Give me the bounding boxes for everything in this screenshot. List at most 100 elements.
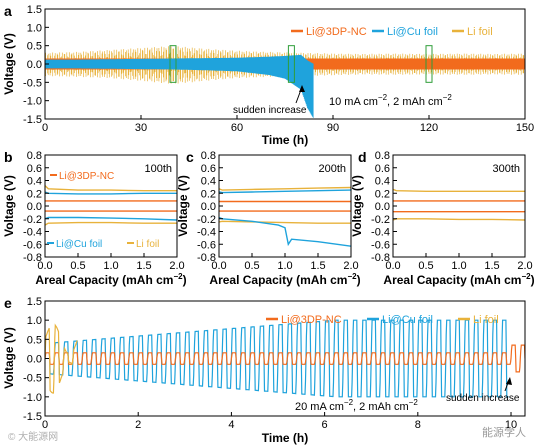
panel-a-condition: 10 mA cm−2, 2 mAh cm−2 [329,93,452,108]
panel-b-ylabel: Voltage (V) [2,175,16,237]
x-tick-label: 0 [42,122,48,134]
y-tick-label: -0.4 [23,227,42,239]
x-tick-label: 2.0 [169,260,184,272]
y-tick-label: 1.5 [27,4,42,16]
series-li-foil [45,185,177,192]
legend-b-li3dp-label: Li@3DP-NC [59,171,114,182]
panel-c-cycle: 200th [318,163,346,175]
panel-a: a 0 30 60 90 120 150-1.5-1.0-0.50.00.51.01.5 … [2,3,534,147]
y-tick-label: 0.6 [201,163,216,175]
y-tick-label: -0.8 [23,252,42,264]
series-li-cu-foil [49,319,509,398]
y-tick-label: 0.6 [27,163,42,175]
panel-d-cycle: 300th [492,163,520,175]
panel-b: b 0.0 0.5 1.0 1.5 2.0-0.8-0.6-0.4-0.20.00.20… [2,149,187,287]
series-li-cu-foil [219,216,351,247]
panel-a-ticks: 0 30 60 90 120 150 -1.5 -1.0 -0.5 0.0 0.5 1.0 1.5 [23,4,534,134]
y-tick-label: 0.8 [27,150,42,162]
y-tick-label: 0.0 [27,201,42,213]
y-tick-label: -0.5 [23,77,42,89]
legend-e-li-label: Li foil [473,314,499,326]
highlight-box [425,45,433,83]
y-tick-label: 0.0 [27,59,42,71]
x-tick-label: 1.0 [277,260,292,272]
x-tick-label: 1.5 [136,260,151,272]
panel-letter-c: c [186,149,194,165]
panel-c-xlabel: Areal Capacity (mAh cm−2) [209,272,360,287]
x-tick-label: 8 [415,419,421,431]
y-tick-label: 0.0 [375,201,390,213]
panel-a-data [45,45,525,118]
y-tick-label: -0.2 [371,214,390,226]
x-tick-label: 1.0 [103,260,118,272]
panel-e: e 0 2 4 6 8 10 -1.5 -1.0 -0.5 0.0 0.5 1.0 1.5 Voltag… [2,295,526,445]
panel-c-ylabel: Voltage (V) [176,175,190,237]
y-tick-label: 0.2 [375,188,390,200]
y-tick-label: 0.4 [201,176,216,188]
panel-d-xlabel: Areal Capacity (mAh cm−2) [383,272,534,287]
x-tick-label: 1.0 [451,260,466,272]
panel-c: c 0.0 0.5 1.0 1.5 2.0-0.8-0.6-0.4-0.20.00.20… [176,149,361,287]
panel-a-arrowhead [299,85,305,92]
panel-c-data [219,186,351,247]
legend-e-licu-label: Li@Cu foil [382,314,433,326]
x-tick-label: 6 [322,419,328,431]
x-tick-label: 1.5 [484,260,499,272]
y-tick-label: 0.0 [201,201,216,213]
y-tick-label: -1.5 [23,411,42,423]
series-li-foil [393,218,525,221]
y-tick-label: 1.0 [27,315,42,327]
x-tick-label: 2.0 [343,260,358,272]
panel-d-ticks: 0.0 0.5 1.0 1.5 2.0-0.8-0.6-0.4-0.20.00.20.4… [371,150,533,272]
x-tick-label: 120 [420,122,438,134]
y-tick-label: -0.8 [371,252,390,264]
legend-b-li-label: Li foil [136,239,159,250]
series-li-foil [219,186,351,191]
x-tick-label: 0.5 [70,260,85,272]
panel-e-ylabel: Voltage (V) [2,327,16,389]
highlight-box [169,45,177,83]
legend-a-licu-label: Li@Cu foil [387,26,438,38]
y-tick-label: -0.5 [23,373,42,385]
x-tick-label: 2 [135,419,141,431]
x-tick-label: 0.5 [244,260,259,272]
highlight-box [287,45,295,83]
y-tick-label: 0.5 [27,41,42,53]
x-tick-label: 150 [516,122,534,134]
series-li-cu-foil [45,191,177,195]
panel-letter-d: d [358,149,367,165]
y-tick-label: 0.2 [27,188,42,200]
x-tick-label: 0.0 [385,260,400,272]
series-li-cu-foil [45,216,177,221]
series-li-foil [393,188,525,193]
legend-a-li3dp-label: Li@3DP-NC [306,26,367,38]
x-tick-label: 0.5 [418,260,433,272]
x-tick-label: 0.0 [211,260,226,272]
panel-d: d 0.0 0.5 1.0 1.5 2.0-0.8-0.6-0.4-0.20.00.20… [350,149,535,287]
y-tick-label: -0.2 [197,214,216,226]
x-tick-label: 90 [327,122,339,134]
x-tick-label: 10 [505,419,517,431]
panel-e-data [45,319,525,398]
panel-e-xlabel: Time (h) [262,431,308,445]
y-tick-label: 0.4 [27,176,42,188]
series-li-cu-foil [219,189,351,194]
x-tick-label: 60 [231,122,243,134]
y-tick-label: -0.6 [371,239,390,251]
x-tick-label: 30 [135,122,147,134]
x-tick-label: 4 [228,419,234,431]
y-tick-label: 1.5 [27,296,42,308]
panel-letter-b: b [4,149,13,165]
series-li-foil [45,221,177,226]
panel-b-ticks: 0.0 0.5 1.0 1.5 2.0-0.8-0.6-0.4-0.20.00.20.4… [23,150,185,272]
y-tick-label: 0.6 [375,163,390,175]
series-li-foil [45,323,78,394]
panel-letter-e: e [4,295,12,311]
x-tick-label: 1.5 [310,260,325,272]
y-tick-label: -0.8 [197,252,216,264]
panel-letter-a: a [4,3,12,19]
y-tick-label: 0.8 [375,150,390,162]
watermark-left: © 大能源网 [8,430,58,443]
panel-b-data [45,185,177,226]
